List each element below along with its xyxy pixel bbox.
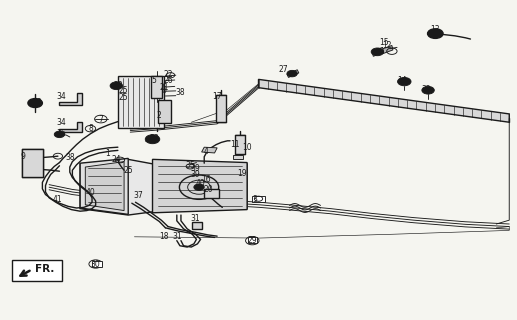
Bar — [151, 76, 162, 98]
Text: 6: 6 — [162, 86, 167, 95]
Text: 37: 37 — [134, 191, 143, 200]
Bar — [192, 222, 202, 229]
Circle shape — [110, 82, 123, 90]
Bar — [92, 261, 102, 267]
Bar — [233, 155, 243, 159]
Polygon shape — [202, 147, 217, 153]
Text: 33: 33 — [149, 134, 159, 143]
Polygon shape — [258, 79, 509, 122]
Text: 22: 22 — [163, 70, 173, 79]
Circle shape — [287, 70, 297, 77]
Bar — [22, 149, 43, 177]
Text: 38: 38 — [65, 153, 74, 162]
Text: 30: 30 — [91, 260, 100, 269]
Text: 13: 13 — [431, 25, 440, 34]
Circle shape — [54, 131, 65, 138]
Polygon shape — [287, 70, 299, 77]
Text: 10: 10 — [242, 143, 252, 152]
Circle shape — [422, 86, 434, 94]
Text: 5: 5 — [151, 76, 157, 85]
Text: 31: 31 — [172, 232, 181, 241]
Polygon shape — [382, 45, 393, 54]
Text: 4: 4 — [203, 147, 208, 156]
Text: FR.: FR. — [35, 264, 54, 275]
Text: 23: 23 — [113, 81, 123, 90]
Text: 38: 38 — [175, 88, 185, 97]
Text: 3: 3 — [252, 195, 257, 204]
Text: 25: 25 — [118, 86, 128, 95]
Polygon shape — [59, 93, 82, 105]
Text: 41: 41 — [53, 195, 63, 204]
Text: 32: 32 — [422, 85, 431, 94]
Circle shape — [371, 48, 384, 56]
Polygon shape — [118, 76, 164, 128]
Circle shape — [398, 77, 411, 86]
Text: 27: 27 — [279, 65, 288, 74]
Text: 40: 40 — [86, 188, 95, 197]
Text: 28: 28 — [33, 98, 42, 107]
Text: 1: 1 — [105, 149, 110, 158]
Text: 34: 34 — [56, 118, 66, 127]
Text: 19: 19 — [237, 169, 247, 178]
Polygon shape — [80, 158, 128, 214]
Text: 35: 35 — [186, 161, 195, 170]
Text: 16: 16 — [201, 175, 210, 184]
Bar — [235, 135, 245, 154]
Bar — [158, 100, 171, 123]
Text: 21: 21 — [160, 83, 169, 92]
Text: 15: 15 — [379, 38, 388, 47]
Text: 39: 39 — [191, 164, 200, 173]
Text: 7: 7 — [98, 115, 103, 124]
Polygon shape — [80, 159, 247, 215]
Bar — [216, 95, 226, 122]
Text: 18: 18 — [160, 232, 169, 241]
FancyBboxPatch shape — [12, 260, 62, 281]
Text: 31: 31 — [191, 214, 200, 223]
Text: 36: 36 — [56, 129, 66, 138]
Bar — [204, 189, 219, 198]
Text: 2: 2 — [157, 111, 162, 120]
Text: 11: 11 — [231, 140, 240, 149]
Text: 24: 24 — [112, 155, 121, 164]
Text: 9: 9 — [21, 152, 26, 161]
Polygon shape — [372, 47, 384, 56]
Polygon shape — [153, 159, 247, 213]
Circle shape — [28, 99, 42, 108]
Text: 17: 17 — [212, 92, 222, 101]
Polygon shape — [59, 122, 82, 132]
Text: 29: 29 — [248, 236, 257, 245]
Circle shape — [194, 184, 204, 190]
Text: 25: 25 — [124, 166, 133, 175]
Text: 20: 20 — [203, 185, 212, 194]
Bar — [252, 196, 265, 202]
Text: 14: 14 — [398, 76, 407, 85]
Text: 40: 40 — [196, 179, 205, 188]
Bar — [248, 237, 257, 243]
Text: 26: 26 — [163, 76, 173, 85]
Text: 25: 25 — [118, 93, 128, 102]
Circle shape — [145, 135, 160, 144]
Text: 34: 34 — [56, 92, 66, 100]
Circle shape — [428, 29, 443, 38]
Text: 12: 12 — [382, 41, 391, 50]
Polygon shape — [85, 162, 124, 211]
Text: 8: 8 — [88, 124, 93, 133]
Text: 39: 39 — [191, 170, 200, 179]
